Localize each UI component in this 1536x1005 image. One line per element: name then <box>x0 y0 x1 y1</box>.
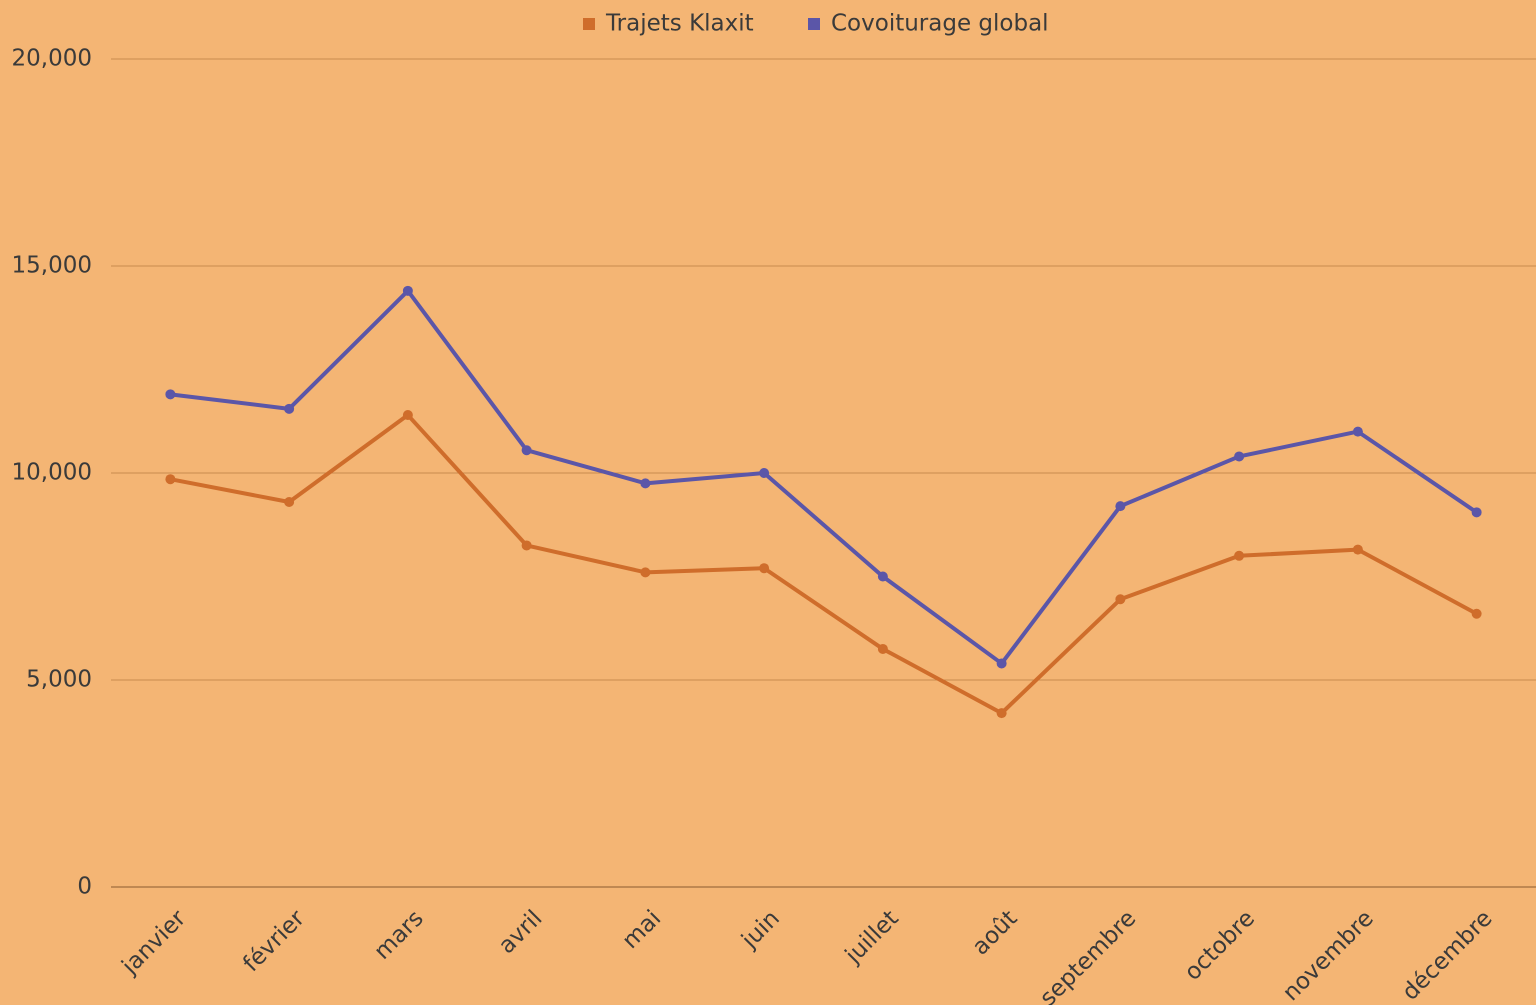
data-point <box>521 540 532 551</box>
y-tick-label: 15,000 <box>12 253 92 279</box>
data-point <box>165 389 176 400</box>
legend-swatch <box>583 18 595 30</box>
legend-label: Covoiturage global <box>831 11 1049 37</box>
y-tick-label: 5,000 <box>26 667 92 693</box>
data-point <box>284 496 295 507</box>
series-line <box>170 288 1478 666</box>
data-point <box>640 478 651 489</box>
y-tick-label: 0 <box>77 874 92 900</box>
data-point <box>1471 608 1482 619</box>
data-point <box>1234 451 1245 462</box>
data-point <box>284 403 295 414</box>
y-tick-label: 10,000 <box>12 460 92 486</box>
data-point <box>996 658 1007 669</box>
data-point <box>1471 507 1482 518</box>
data-point <box>402 285 413 296</box>
data-point <box>759 468 770 478</box>
data-point <box>1234 550 1245 561</box>
data-point <box>1352 426 1363 437</box>
data-point <box>1115 501 1126 512</box>
data-point <box>402 410 413 421</box>
data-point <box>640 567 651 578</box>
y-tick-label: 20,000 <box>12 46 92 72</box>
data-point <box>521 445 532 456</box>
data-point <box>1352 544 1363 555</box>
legend-swatch <box>808 18 820 30</box>
data-point <box>877 643 888 654</box>
series-line <box>169 413 1478 716</box>
data-point <box>759 563 770 574</box>
data-point <box>1115 594 1126 605</box>
data-point <box>877 571 888 582</box>
data-point <box>996 708 1007 719</box>
data-point <box>165 474 176 485</box>
legend-label: Trajets Klaxit <box>605 11 754 37</box>
